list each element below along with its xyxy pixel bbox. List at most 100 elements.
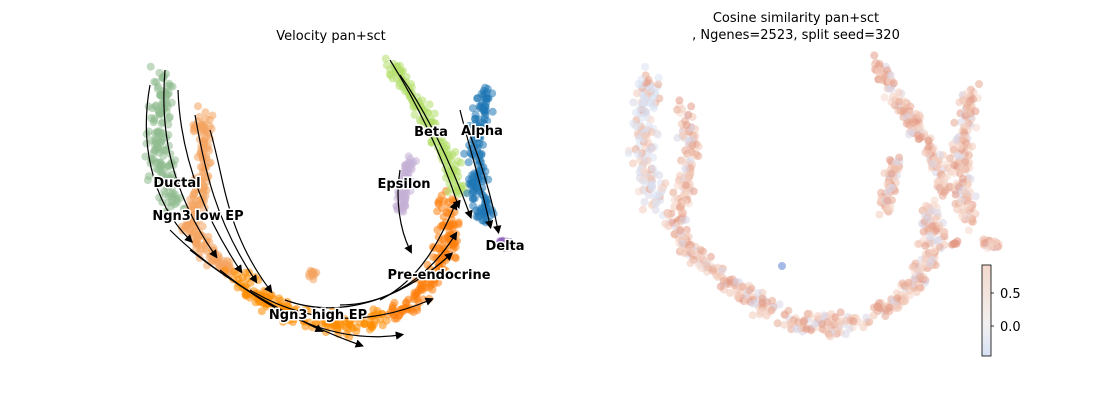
cosine-cell-point xyxy=(940,173,949,182)
velocity-cell-point xyxy=(488,107,497,116)
velocity-cell-point xyxy=(399,197,408,205)
cosine-cell-point xyxy=(875,59,884,68)
velocity-cell-point xyxy=(147,136,156,145)
cosine-cell-point xyxy=(841,330,850,339)
cosine-cell-point xyxy=(964,201,973,210)
velocity-cell-point xyxy=(413,306,422,315)
velocity-cell-point xyxy=(450,239,459,248)
velocity-cell-point xyxy=(321,317,330,326)
cosine-cell-point xyxy=(661,219,670,228)
velocity-cell-point xyxy=(151,102,160,111)
velocity-cell-point xyxy=(391,68,400,77)
velocity-cell-point xyxy=(157,119,166,128)
velocity-cell-point xyxy=(430,109,439,118)
cosine-cell-point xyxy=(950,161,959,170)
cosine-cell-point xyxy=(964,226,973,235)
velocity-cell-point xyxy=(401,161,410,170)
cosine-cell-point xyxy=(965,97,974,106)
velocity-cell-point xyxy=(433,225,442,234)
cosine-cell-point xyxy=(709,266,717,275)
velocity-cell-point xyxy=(155,91,164,100)
velocity-cell-point xyxy=(360,319,369,328)
velocity-cell-point xyxy=(469,194,478,203)
velocity-cell-point xyxy=(480,107,489,116)
cosine-cell-point xyxy=(895,97,904,106)
cosine-cell-point xyxy=(938,191,947,200)
cosine-cell-point xyxy=(802,325,811,334)
velocity-cell-point xyxy=(170,200,179,209)
velocity-cell-point xyxy=(439,212,448,221)
velocity-cell-point xyxy=(438,204,447,213)
cosine-cell-point xyxy=(662,208,671,217)
cosine-cell-point xyxy=(946,154,954,163)
cosine-cell-point xyxy=(920,235,929,244)
cosine-cell-point xyxy=(649,94,658,103)
cosine-cell-point xyxy=(694,152,703,161)
velocity-cell-point xyxy=(388,305,397,314)
velocity-cell-point xyxy=(165,79,174,88)
velocity-cell-point xyxy=(505,239,513,248)
cosine-cell-point xyxy=(641,62,650,71)
velocity-streamline xyxy=(249,289,434,319)
cosine-cell-point xyxy=(748,311,757,320)
cosine-cell-point xyxy=(640,168,649,177)
cosine-cell-point xyxy=(702,260,711,269)
cosine-cell-point xyxy=(971,107,980,116)
cluster-label-ngn3-low-ep: Ngn3 low EP xyxy=(152,209,243,224)
velocity-cell-point xyxy=(464,158,473,167)
velocity-cell-point xyxy=(155,162,164,171)
velocity-cell-point xyxy=(424,278,433,287)
velocity-cell-point xyxy=(430,273,439,282)
cosine-cell-point xyxy=(940,228,949,237)
velocity-cell-point xyxy=(410,110,419,119)
cosine-cell-point xyxy=(889,79,898,88)
velocity-cell-point xyxy=(288,318,297,326)
velocity-cell-point xyxy=(415,97,424,106)
velocity-cell-point xyxy=(166,190,175,199)
cosine-cell-point xyxy=(640,198,649,206)
cosine-cell-point xyxy=(862,313,871,322)
cosine-cell-point xyxy=(676,226,684,235)
velocity-cell-point xyxy=(213,254,221,263)
velocity-cell-point xyxy=(428,285,437,294)
velocity-cell-point xyxy=(475,139,484,148)
velocity-cell-point xyxy=(189,125,198,134)
cosine-cell-point xyxy=(726,288,735,297)
cosine-cell-point xyxy=(927,207,936,216)
cosine-cell-point xyxy=(670,230,679,239)
cosine-cell-point xyxy=(680,198,689,207)
cosine-cell-point xyxy=(874,303,883,312)
cosine-cell-point xyxy=(885,156,894,164)
cosine-cell-point xyxy=(629,98,638,107)
velocity-cell-point xyxy=(451,148,460,156)
cosine-cell-point xyxy=(917,133,926,142)
velocity-cell-point xyxy=(469,187,478,196)
velocity-cell-point xyxy=(465,121,474,130)
velocity-cell-point xyxy=(496,237,504,246)
cosine-cell-point xyxy=(880,169,889,178)
cosine-cell-point xyxy=(916,123,925,132)
colorbar-gradient xyxy=(981,264,992,357)
velocity-cell-point xyxy=(348,324,357,333)
velocity-cell-point xyxy=(427,138,436,147)
cosine-cell-point xyxy=(805,309,814,318)
cosine-cell-point xyxy=(650,142,659,151)
velocity-cell-point xyxy=(243,274,252,283)
cosine-cell-point xyxy=(689,187,698,196)
velocity-cell-point xyxy=(195,215,204,224)
cosine-cell-point xyxy=(958,212,967,221)
velocity-streamline xyxy=(145,84,193,243)
velocity-streamline xyxy=(194,114,258,284)
cosine-cell-point xyxy=(734,292,743,300)
cosine-cell-point xyxy=(767,306,776,315)
cosine-cell-point xyxy=(682,121,691,129)
cosine-cell-point xyxy=(921,241,930,250)
velocity-cell-point xyxy=(150,116,159,125)
velocity-cell-point xyxy=(483,94,492,103)
cosine-cell-point xyxy=(837,317,846,326)
cosine-cell-point xyxy=(686,259,695,268)
cosine-cell-point xyxy=(629,119,637,128)
cosine-cell-point xyxy=(924,136,933,145)
cosine-panel-title-line2: , Ngenes=2523, split seed=320 xyxy=(692,28,900,43)
velocity-cell-point xyxy=(468,104,477,113)
